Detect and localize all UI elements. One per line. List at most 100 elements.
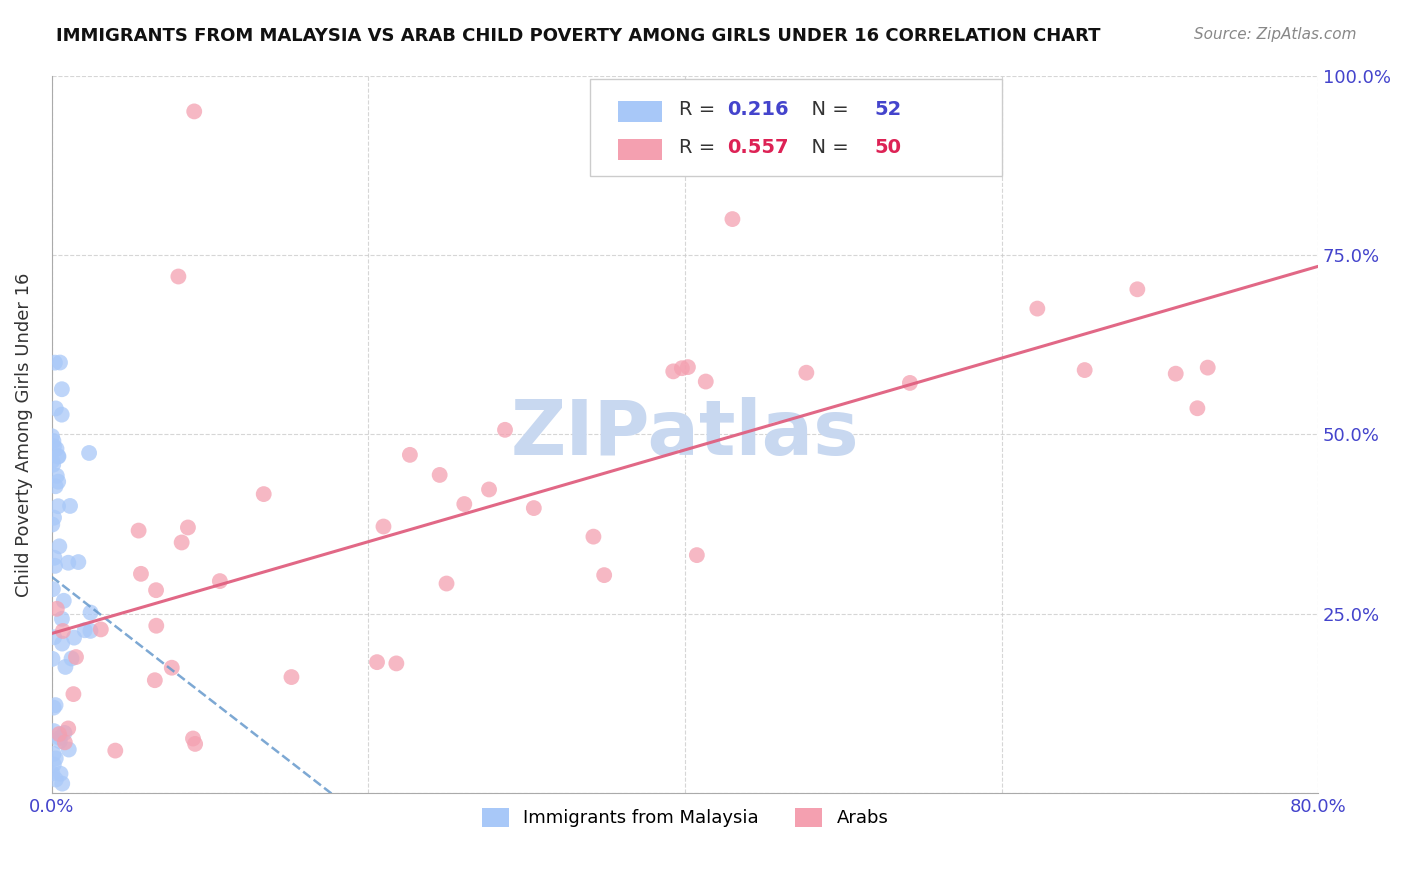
Point bbox=[686, 548, 709, 562]
Point bbox=[65, 650, 87, 665]
Point bbox=[42, 582, 65, 597]
Point bbox=[52, 624, 75, 638]
Point bbox=[49, 355, 72, 369]
Point bbox=[453, 497, 475, 511]
Text: IMMIGRANTS FROM MALAYSIA VS ARAB CHILD POVERTY AMONG GIRLS UNDER 16 CORRELATION : IMMIGRANTS FROM MALAYSIA VS ARAB CHILD P… bbox=[56, 27, 1101, 45]
Point bbox=[49, 734, 72, 748]
Point bbox=[1197, 360, 1219, 375]
Point bbox=[145, 583, 167, 598]
Point bbox=[79, 624, 101, 638]
Point bbox=[42, 510, 65, 524]
Point bbox=[46, 475, 69, 489]
Point bbox=[45, 468, 67, 483]
Point bbox=[208, 574, 231, 588]
Point bbox=[796, 366, 818, 380]
Point bbox=[44, 630, 66, 644]
Point bbox=[167, 269, 190, 284]
Point bbox=[1164, 367, 1187, 381]
Point bbox=[1126, 282, 1149, 296]
Point bbox=[593, 568, 616, 582]
Point bbox=[51, 777, 73, 791]
Point bbox=[45, 479, 67, 493]
Point bbox=[58, 722, 80, 736]
Point bbox=[128, 524, 150, 538]
Y-axis label: Child Poverty Among Girls Under 16: Child Poverty Among Girls Under 16 bbox=[15, 272, 32, 597]
Point bbox=[129, 566, 152, 581]
Point bbox=[48, 727, 70, 741]
Point bbox=[52, 594, 75, 608]
Point bbox=[253, 487, 276, 501]
Point bbox=[53, 735, 76, 749]
Point bbox=[42, 747, 65, 761]
Text: 0.216: 0.216 bbox=[727, 100, 789, 119]
Point bbox=[42, 439, 65, 453]
Text: R =: R = bbox=[679, 137, 721, 157]
Point bbox=[898, 376, 921, 390]
Point bbox=[63, 631, 86, 645]
FancyBboxPatch shape bbox=[617, 138, 662, 161]
Text: 52: 52 bbox=[875, 100, 903, 119]
Point bbox=[59, 499, 82, 513]
Point bbox=[45, 602, 67, 616]
Point bbox=[41, 517, 63, 532]
Point bbox=[67, 555, 90, 569]
Point bbox=[46, 500, 69, 514]
Point bbox=[73, 624, 96, 638]
Text: N =: N = bbox=[799, 137, 855, 157]
Point bbox=[45, 772, 67, 787]
Point bbox=[55, 660, 77, 674]
Point bbox=[42, 724, 65, 739]
Point bbox=[1073, 363, 1095, 377]
Point bbox=[42, 434, 65, 448]
Point bbox=[280, 670, 302, 684]
Point bbox=[44, 550, 66, 565]
Point bbox=[181, 731, 204, 746]
Point bbox=[41, 652, 63, 666]
Text: 50: 50 bbox=[875, 137, 901, 157]
Point bbox=[671, 361, 693, 376]
Point bbox=[1026, 301, 1049, 316]
Point bbox=[183, 104, 205, 119]
Point bbox=[494, 423, 516, 437]
Text: N =: N = bbox=[799, 100, 855, 119]
Point bbox=[45, 698, 67, 712]
Point bbox=[177, 520, 200, 534]
Point bbox=[44, 356, 66, 370]
Point bbox=[41, 429, 63, 443]
Text: ZIPatlas: ZIPatlas bbox=[510, 398, 859, 472]
Point bbox=[58, 556, 80, 570]
Point bbox=[436, 576, 458, 591]
Point bbox=[42, 458, 65, 472]
Point bbox=[676, 360, 699, 375]
Point bbox=[45, 442, 67, 456]
Point bbox=[51, 612, 73, 626]
Point bbox=[53, 726, 76, 740]
Point bbox=[45, 401, 67, 416]
Point bbox=[58, 742, 80, 756]
Point bbox=[145, 618, 167, 632]
Point bbox=[695, 375, 717, 389]
Point bbox=[46, 450, 69, 464]
Point bbox=[45, 751, 67, 765]
Point bbox=[42, 757, 65, 772]
Point bbox=[184, 737, 207, 751]
Point bbox=[62, 687, 84, 701]
Legend: Immigrants from Malaysia, Arabs: Immigrants from Malaysia, Arabs bbox=[474, 801, 896, 835]
Point bbox=[51, 408, 73, 422]
Text: Source: ZipAtlas.com: Source: ZipAtlas.com bbox=[1194, 27, 1357, 42]
Point bbox=[48, 539, 70, 553]
Point bbox=[42, 700, 65, 714]
Point bbox=[721, 212, 744, 227]
Point bbox=[60, 651, 83, 665]
Point bbox=[49, 766, 72, 780]
Point bbox=[48, 731, 70, 745]
Point bbox=[44, 558, 66, 573]
FancyBboxPatch shape bbox=[591, 79, 1001, 176]
Point bbox=[79, 606, 101, 620]
Text: R =: R = bbox=[679, 100, 721, 119]
Point bbox=[523, 501, 546, 516]
Point bbox=[77, 446, 100, 460]
Point bbox=[41, 766, 63, 780]
Point bbox=[51, 382, 73, 396]
Point bbox=[366, 655, 388, 669]
